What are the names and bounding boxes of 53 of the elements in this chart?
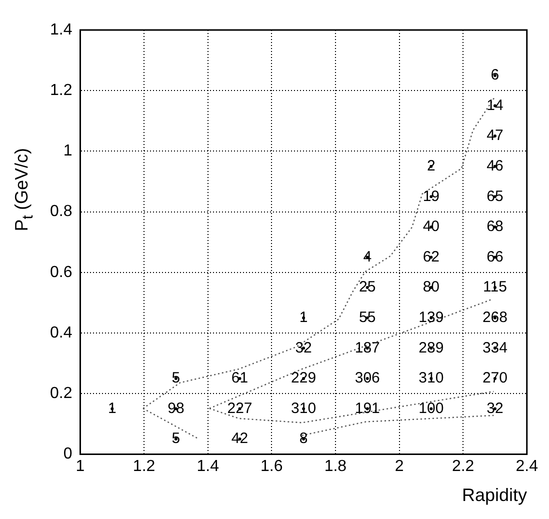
x-tick-label: 2.4	[516, 458, 538, 476]
x-tick-label: 1	[76, 458, 85, 476]
annotation: 5	[172, 430, 180, 448]
annotation: 191	[354, 400, 380, 417]
annotation: 46	[486, 157, 504, 174]
annotation: 61	[231, 370, 248, 387]
annotation: 47	[486, 127, 504, 144]
x-tick-label: 2.2	[452, 458, 474, 476]
annotation: 270	[482, 370, 508, 387]
annotation: 310	[291, 400, 316, 417]
x-tick-label: 2	[394, 458, 404, 476]
annotation: 187	[354, 339, 380, 356]
annotation: 62	[422, 248, 440, 266]
annotation: 268	[482, 308, 508, 326]
y-tick-label: 0.4	[50, 324, 72, 342]
annotation: 14	[486, 96, 504, 114]
y-tick-label: 0	[63, 446, 72, 463]
annotation: 66	[486, 248, 504, 266]
y-tick-label: 0.2	[50, 385, 72, 402]
annotation: 115	[483, 278, 507, 296]
annotation: 32	[295, 339, 312, 356]
annotation: 4	[363, 248, 372, 266]
annotation: 310	[418, 370, 444, 387]
annotation: 227	[227, 400, 252, 417]
y-tick-label: 0.6	[50, 264, 72, 281]
y-tick-label: 1	[63, 142, 72, 160]
annotation: 80	[422, 278, 440, 296]
annotation: 6	[490, 66, 500, 84]
annotation: 19	[422, 188, 440, 205]
x-tick-label: 1.6	[260, 458, 283, 476]
annotation: 98	[168, 400, 184, 417]
y-tick-label: 1.4	[50, 21, 72, 38]
annotation: 40	[422, 218, 440, 236]
annotation: 289	[418, 339, 444, 356]
annotation: 5	[172, 370, 180, 387]
x-tick-label: 1.4	[196, 458, 220, 476]
annotation: 42	[231, 430, 248, 448]
annotation: 55	[359, 308, 376, 326]
y-tick-label: 0.8	[50, 203, 72, 220]
annotation: 65	[486, 188, 504, 205]
x-tick-label: 1.8	[324, 458, 347, 476]
annotation: 100	[418, 400, 444, 417]
annotation: 139	[418, 308, 444, 326]
annotation: 8	[299, 430, 308, 448]
annotation: 68	[486, 218, 504, 236]
annotation: 334	[482, 339, 508, 356]
annotation: 229	[291, 370, 316, 387]
y-tick-label: 1.2	[50, 82, 72, 100]
annotation: 306	[354, 370, 380, 387]
x-axis-title: Rapidity	[462, 485, 527, 506]
annotation: 32	[486, 400, 504, 417]
annotation: 25	[359, 278, 376, 296]
x-tick-label: 1.2	[132, 458, 156, 476]
